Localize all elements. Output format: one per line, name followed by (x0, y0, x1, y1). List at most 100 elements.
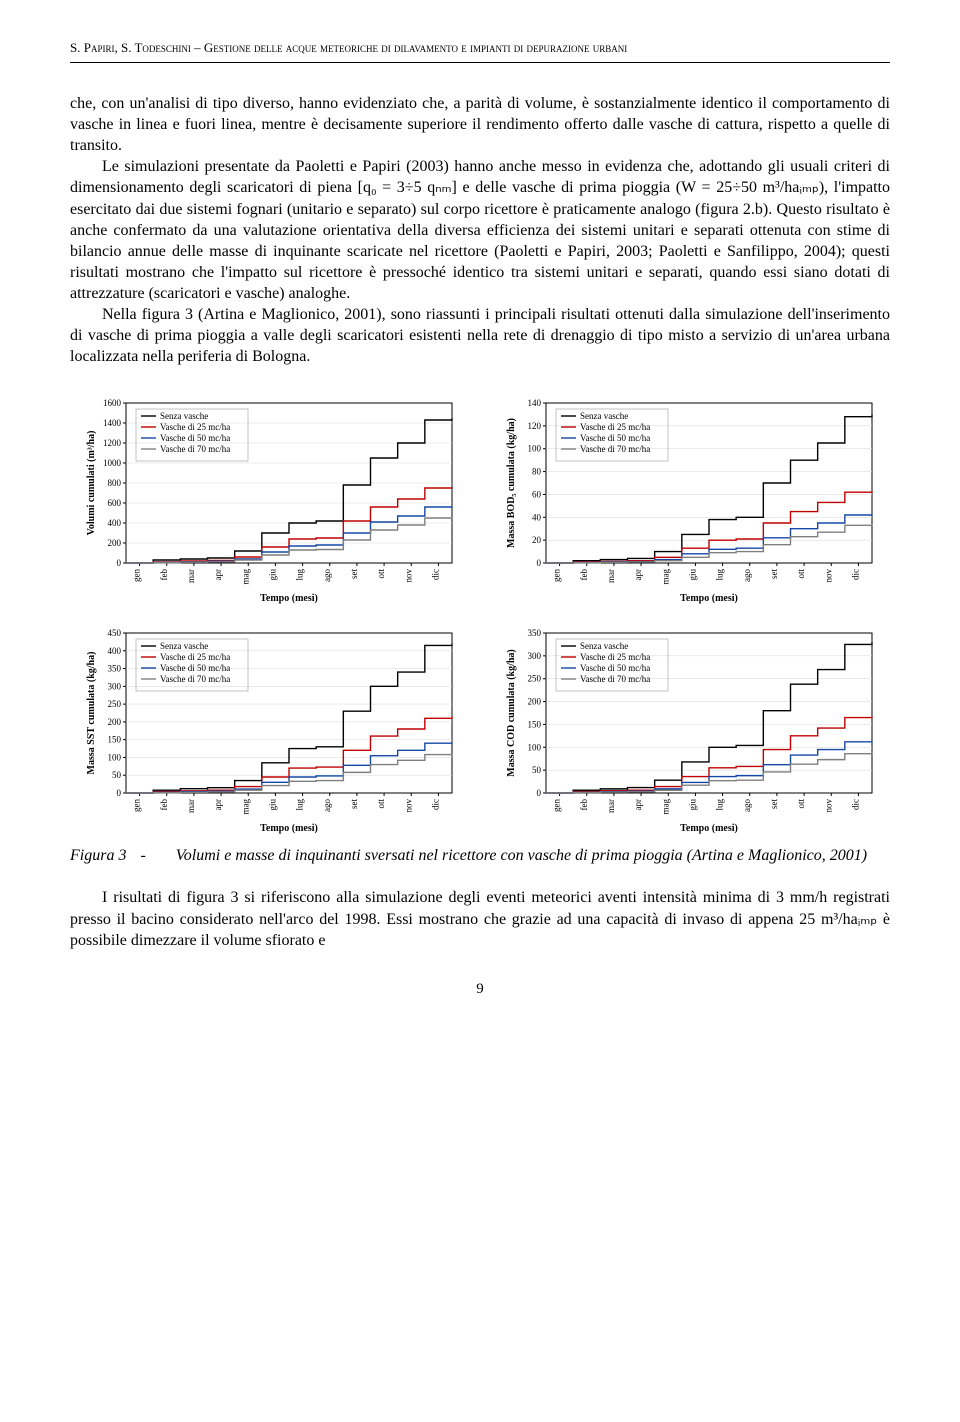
svg-text:Senza vasche: Senza vasche (160, 641, 208, 651)
svg-text:Tempo (mesi): Tempo (mesi) (680, 823, 738, 834)
svg-text:600: 600 (108, 498, 122, 508)
svg-text:dic: dic (850, 799, 860, 810)
svg-text:dic: dic (430, 799, 440, 810)
svg-text:set: set (769, 569, 779, 579)
svg-text:Vasche di 70 mc/ha: Vasche di 70 mc/ha (580, 444, 650, 454)
svg-text:Tempo (mesi): Tempo (mesi) (260, 823, 318, 834)
svg-text:200: 200 (108, 717, 122, 727)
svg-text:Vasche di 25 mc/ha: Vasche di 25 mc/ha (160, 652, 230, 662)
svg-text:1200: 1200 (103, 438, 122, 448)
svg-text:400: 400 (108, 646, 122, 656)
figure-dash: - (140, 847, 175, 865)
svg-text:gen: gen (132, 799, 142, 812)
svg-text:gen: gen (552, 799, 562, 812)
svg-text:Massa COD cumulata (kg/ha): Massa COD cumulata (kg/ha) (506, 650, 517, 778)
charts-grid: 02004006008001000120014001600genfebmarap… (70, 395, 890, 835)
svg-text:350: 350 (528, 628, 542, 638)
figure-caption-text: Volumi e masse di inquinanti sversati ne… (176, 847, 890, 865)
chart-sst: 050100150200250300350400450genfebmaraprm… (80, 625, 460, 835)
svg-text:nov: nov (823, 799, 833, 813)
svg-text:800: 800 (108, 478, 122, 488)
svg-text:200: 200 (108, 538, 122, 548)
svg-text:Senza vasche: Senza vasche (580, 411, 628, 421)
svg-text:apr: apr (633, 799, 643, 811)
chart-volumi: 02004006008001000120014001600genfebmarap… (80, 395, 460, 605)
svg-text:ott: ott (796, 799, 806, 809)
svg-text:300: 300 (528, 651, 542, 661)
svg-text:0: 0 (117, 558, 122, 568)
svg-text:Vasche di 50 mc/ha: Vasche di 50 mc/ha (160, 663, 230, 673)
svg-text:100: 100 (528, 444, 542, 454)
svg-text:0: 0 (117, 788, 122, 798)
svg-text:ago: ago (322, 569, 332, 582)
svg-text:Vasche di 50 mc/ha: Vasche di 50 mc/ha (160, 433, 230, 443)
svg-text:set: set (769, 799, 779, 809)
chart-cell-cod: 050100150200250300350genfebmaraprmaggiul… (490, 625, 890, 835)
svg-text:mag: mag (660, 799, 670, 815)
svg-text:1400: 1400 (103, 418, 122, 428)
svg-text:120: 120 (528, 421, 542, 431)
svg-text:Senza vasche: Senza vasche (160, 411, 208, 421)
svg-text:250: 250 (108, 700, 122, 710)
body-text-2: I risultati di figura 3 si riferiscono a… (70, 887, 890, 950)
svg-text:400: 400 (108, 518, 122, 528)
svg-text:mag: mag (660, 569, 670, 585)
svg-text:450: 450 (108, 628, 122, 638)
svg-text:Vasche di 70 mc/ha: Vasche di 70 mc/ha (580, 674, 650, 684)
svg-text:mar: mar (606, 569, 616, 583)
svg-text:80: 80 (532, 467, 542, 477)
svg-text:Vasche di 50 mc/ha: Vasche di 50 mc/ha (580, 663, 650, 673)
svg-text:lug: lug (295, 799, 305, 811)
svg-text:ago: ago (742, 799, 752, 812)
chart-cell-volumi: 02004006008001000120014001600genfebmarap… (70, 395, 470, 605)
svg-text:nov: nov (823, 569, 833, 583)
paragraph-2: Le simulazioni presentate da Paoletti e … (70, 156, 890, 304)
svg-text:nov: nov (403, 799, 413, 813)
svg-text:Vasche di 50 mc/ha: Vasche di 50 mc/ha (580, 433, 650, 443)
svg-text:set: set (349, 569, 359, 579)
svg-text:140: 140 (528, 398, 542, 408)
svg-text:Tempo (mesi): Tempo (mesi) (680, 593, 738, 604)
svg-text:lug: lug (715, 569, 725, 581)
svg-text:50: 50 (112, 771, 122, 781)
svg-text:dic: dic (430, 569, 440, 580)
svg-text:lug: lug (295, 569, 305, 581)
svg-text:100: 100 (108, 753, 122, 763)
svg-text:mar: mar (606, 799, 616, 813)
svg-text:0: 0 (537, 788, 542, 798)
svg-text:giu: giu (687, 799, 697, 811)
svg-text:20: 20 (532, 536, 542, 546)
svg-text:apr: apr (213, 799, 223, 811)
svg-text:150: 150 (528, 720, 542, 730)
chart-cell-bod5: 020406080100120140genfebmaraprmaggiuluga… (490, 395, 890, 605)
svg-text:Vasche di 70 mc/ha: Vasche di 70 mc/ha (160, 444, 230, 454)
svg-text:gen: gen (132, 569, 142, 582)
svg-text:feb: feb (579, 569, 589, 581)
page-header: S. Papiri, S. Todeschini – Gestione dell… (70, 40, 890, 56)
svg-text:nov: nov (403, 569, 413, 583)
svg-text:150: 150 (108, 735, 122, 745)
body-text: che, con un'analisi di tipo diverso, han… (70, 93, 890, 367)
svg-text:1000: 1000 (103, 458, 122, 468)
svg-text:50: 50 (532, 766, 542, 776)
svg-text:ott: ott (376, 799, 386, 809)
svg-text:1600: 1600 (103, 398, 122, 408)
svg-text:0: 0 (537, 558, 542, 568)
svg-text:feb: feb (159, 569, 169, 581)
svg-text:apr: apr (633, 569, 643, 581)
svg-text:ott: ott (796, 569, 806, 579)
svg-text:Vasche di 25 mc/ha: Vasche di 25 mc/ha (160, 422, 230, 432)
paragraph-4: I risultati di figura 3 si riferiscono a… (70, 887, 890, 950)
svg-text:lug: lug (715, 799, 725, 811)
svg-text:giu: giu (267, 569, 277, 581)
svg-text:Massa SST cumulata (kg/ha): Massa SST cumulata (kg/ha) (86, 652, 97, 775)
svg-text:mar: mar (186, 799, 196, 813)
svg-text:mag: mag (240, 569, 250, 585)
svg-text:ott: ott (376, 569, 386, 579)
svg-text:giu: giu (687, 569, 697, 581)
svg-text:ago: ago (742, 569, 752, 582)
chart-bod5: 020406080100120140genfebmaraprmaggiuluga… (500, 395, 880, 605)
svg-text:Tempo (mesi): Tempo (mesi) (260, 593, 318, 604)
svg-text:dic: dic (850, 569, 860, 580)
svg-text:mar: mar (186, 569, 196, 583)
